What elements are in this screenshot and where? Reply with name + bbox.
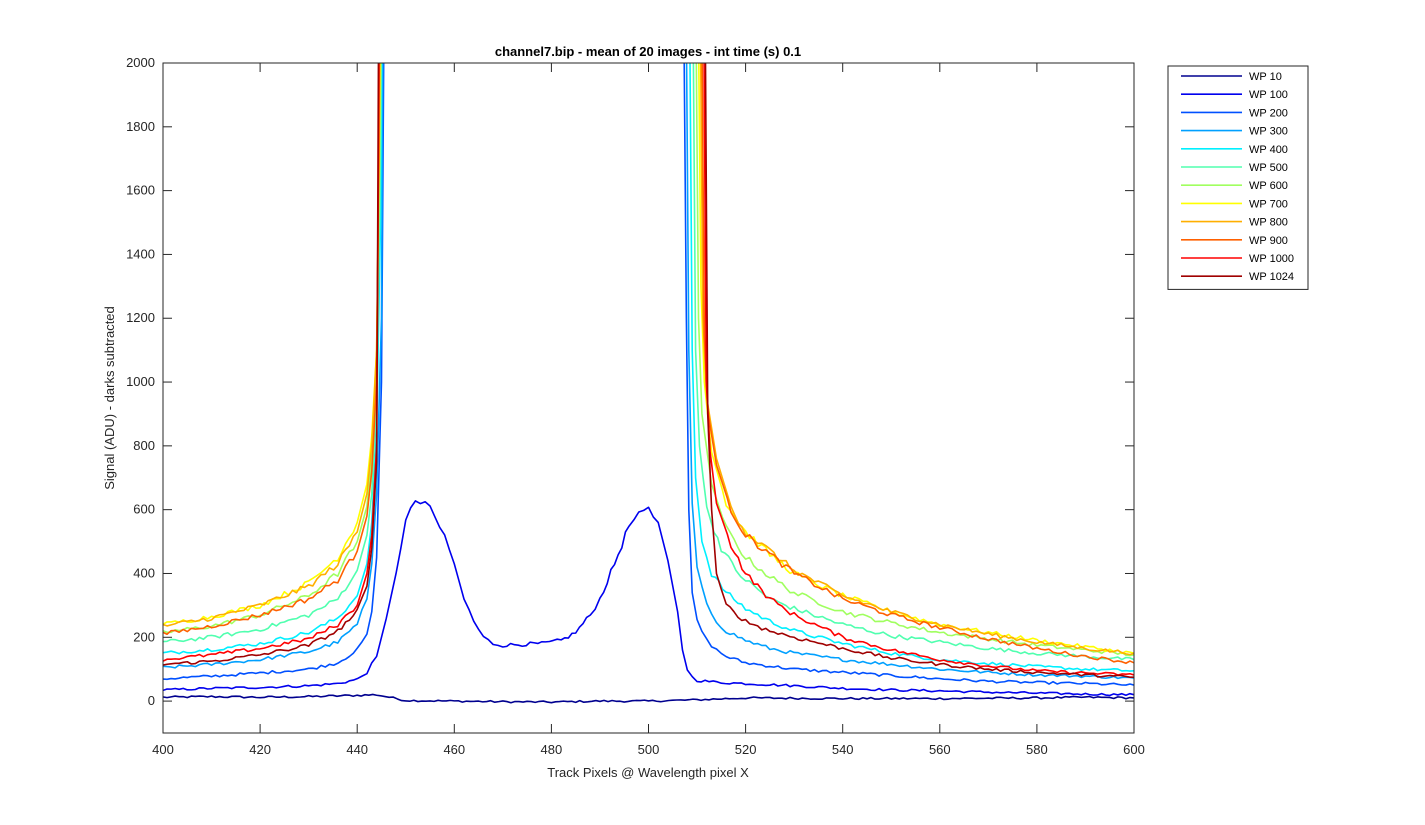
series-line-wp-10 xyxy=(163,693,1134,704)
x-tick-label: 500 xyxy=(638,742,660,757)
y-tick-label: 600 xyxy=(133,502,155,517)
y-tick-label: 400 xyxy=(133,565,155,580)
series-line-wp-500 xyxy=(163,63,1134,661)
x-tick-label: 540 xyxy=(832,742,854,757)
x-axis-title: Track Pixels @ Wavelength pixel X xyxy=(547,765,749,780)
x-tick-label: 580 xyxy=(1026,742,1048,757)
legend-label: WP 1024 xyxy=(1249,271,1294,283)
series-line-wp-800 xyxy=(163,63,1134,656)
x-tick-label: 440 xyxy=(346,742,368,757)
y-tick-label: 1200 xyxy=(126,310,155,325)
y-tick-label: 800 xyxy=(133,438,155,453)
legend-label: WP 800 xyxy=(1249,217,1288,229)
series-line-wp-1000 xyxy=(163,63,1134,676)
y-tick-label: 200 xyxy=(133,629,155,644)
x-tick-label: 420 xyxy=(249,742,271,757)
series-line-wp-200 xyxy=(163,63,1134,686)
series-line-wp-1024 xyxy=(163,63,1134,679)
series-layer xyxy=(163,63,1134,704)
y-tick-label: 1400 xyxy=(126,246,155,261)
x-tick-label: 400 xyxy=(152,742,174,757)
legend-label: WP 300 xyxy=(1249,126,1288,138)
x-tick-label: 460 xyxy=(443,742,465,757)
y-tick-label: 1600 xyxy=(126,183,155,198)
legend-label: WP 200 xyxy=(1249,107,1288,119)
x-tick-label: 520 xyxy=(735,742,757,757)
series-line-wp-100 xyxy=(163,500,1134,697)
plot-background xyxy=(163,63,1134,733)
y-tick-label: 1000 xyxy=(126,374,155,389)
x-tick-label: 560 xyxy=(929,742,951,757)
x-tick-label: 480 xyxy=(541,742,563,757)
y-tick-label: 1800 xyxy=(126,119,155,134)
legend-label: WP 1000 xyxy=(1249,253,1294,265)
axes-layer: 400 420 440 460 480 500 520 540 560 580 600 0 200 400… xyxy=(126,55,1145,757)
plot-frame xyxy=(162,62,1135,734)
legend-label: WP 500 xyxy=(1249,162,1288,174)
y-tick-label: 2000 xyxy=(126,55,155,70)
legend-label: WP 10 xyxy=(1249,71,1282,83)
series-line-wp-300 xyxy=(163,63,1134,680)
legend-label: WP 100 xyxy=(1249,89,1288,101)
legend: WP 10 WP 100 WP 200 WP 300 WP 400 WP 500 WP 60… xyxy=(1167,65,1309,290)
legend-label: WP 700 xyxy=(1249,198,1288,210)
series-line-wp-700 xyxy=(163,63,1134,655)
chart-title: channel7.bip - mean of 20 images - int t… xyxy=(495,44,801,59)
legend-label: WP 600 xyxy=(1249,180,1288,192)
legend-label: WP 900 xyxy=(1249,235,1288,247)
legend-label: WP 400 xyxy=(1249,144,1288,156)
y-axis-title: Signal (ADU) - darks subtracted xyxy=(102,306,117,490)
series-line-wp-900 xyxy=(163,63,1134,665)
x-tick-label: 600 xyxy=(1123,742,1145,757)
y-tick-label: 0 xyxy=(148,693,155,708)
legend-box xyxy=(1167,65,1309,290)
series-line-wp-600 xyxy=(163,63,1134,657)
